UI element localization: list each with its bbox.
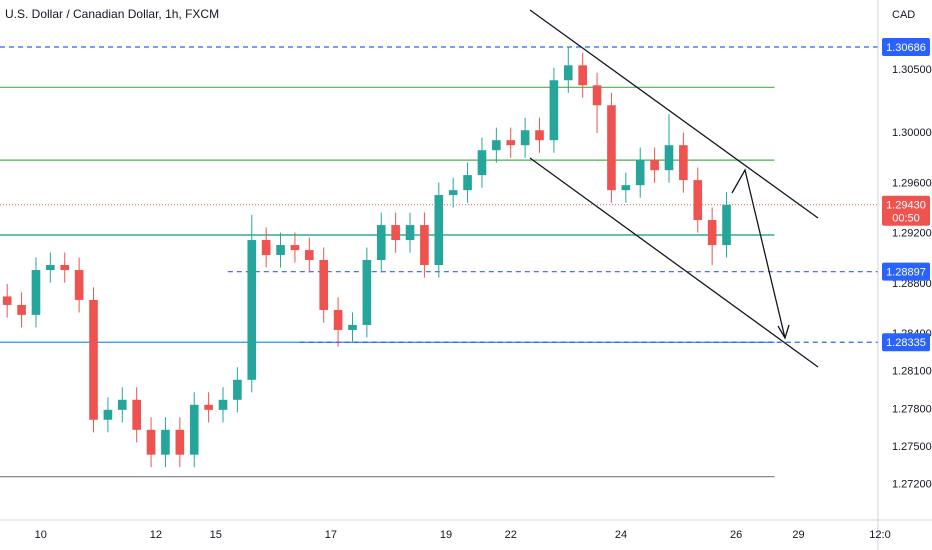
y-tick-label: 1.30000 (892, 127, 932, 139)
price-tag-label: 1.30686 (886, 42, 926, 54)
candle-body (290, 245, 300, 251)
candle-body (175, 429, 185, 455)
x-tick-label: 19 (440, 529, 452, 541)
price-tag (882, 333, 930, 352)
projection-arrow (731, 168, 786, 339)
candle-body (592, 85, 602, 106)
drawings (529, 9, 819, 368)
x-tick-label: 24 (615, 529, 627, 541)
candle-body (2, 296, 12, 305)
y-tick-label: 1.30500 (892, 64, 932, 76)
candle-body (391, 225, 400, 241)
last-price-label: 1.29430 (886, 200, 926, 212)
x-tick-label: 12:0 (869, 529, 890, 541)
candle-body (74, 270, 84, 300)
candle-body (103, 409, 113, 420)
candle-body (477, 150, 487, 176)
candle-body (189, 404, 199, 455)
y-tick-label: 1.27500 (892, 441, 932, 453)
countdown-label: 00:50 (892, 213, 920, 225)
candle-body (305, 250, 314, 260)
candle-body (146, 429, 156, 455)
candle-body (276, 245, 285, 255)
candle-body (722, 204, 731, 246)
price-tag-label: 1.28897 (886, 267, 926, 279)
candle-body (448, 190, 458, 196)
candle-body (607, 105, 616, 191)
last-price-tag (882, 195, 930, 226)
candle-body (679, 145, 688, 181)
candle-body (247, 240, 257, 380)
candle-body (621, 185, 631, 191)
y-tick-label: 1.27200 (892, 479, 932, 491)
candle-body (463, 175, 472, 191)
candle-body (333, 309, 343, 330)
candle-body (434, 195, 444, 266)
x-tick-label: 29 (792, 529, 804, 541)
candle-body (31, 270, 41, 315)
candle-body (261, 240, 271, 255)
x-tick-label: 15 (210, 529, 222, 541)
candle-body (218, 399, 228, 410)
candle-body (693, 180, 703, 221)
candle-body (520, 130, 530, 146)
channel-lower (529, 157, 819, 368)
candle-body (161, 429, 170, 455)
candle-body (233, 379, 242, 400)
y-tick-label: 1.28800 (892, 278, 932, 290)
candle-body (635, 160, 645, 186)
candle-body (420, 225, 429, 266)
currency-label: CAD (892, 9, 915, 21)
x-tick-label: 26 (730, 529, 742, 541)
arrow-head (777, 324, 790, 340)
candle-body (319, 260, 329, 310)
x-tick-label: 17 (325, 529, 337, 541)
candle-body (563, 65, 573, 81)
plot-area (0, 46, 878, 478)
candle-body (117, 399, 127, 410)
x-tick-label: 12 (150, 529, 162, 541)
candle-body (132, 399, 141, 430)
y-tick-label: 1.27800 (892, 403, 932, 415)
candle-body (650, 160, 659, 171)
candle-body (46, 265, 55, 271)
price-tag-label: 1.28335 (886, 337, 926, 349)
candle-body (60, 265, 70, 271)
candle-body (549, 80, 559, 141)
candle-body (17, 304, 26, 315)
candle-body (362, 260, 372, 325)
candle-body (348, 324, 357, 330)
candle-body (376, 225, 386, 260)
x-tick-label: 22 (505, 529, 517, 541)
candle-body (535, 130, 544, 141)
y-tick-label: 1.29200 (892, 228, 932, 240)
y-tick-label: 1.29600 (892, 177, 932, 189)
candle-body (506, 140, 516, 146)
channel-upper (529, 9, 819, 219)
y-tick-label: 1.28100 (892, 366, 932, 378)
candle-body (707, 220, 717, 246)
candle-body (578, 65, 587, 86)
price-tag (882, 37, 930, 56)
chart-title: U.S. Dollar / Canadian Dollar, 1h, FXCM (5, 7, 219, 21)
candle-body (89, 299, 98, 420)
candle-body (664, 145, 674, 171)
x-tick-label: 10 (35, 529, 47, 541)
candle-body (204, 404, 213, 410)
candle-body (405, 225, 415, 241)
candle-body (492, 140, 501, 151)
price-tag (882, 262, 930, 281)
